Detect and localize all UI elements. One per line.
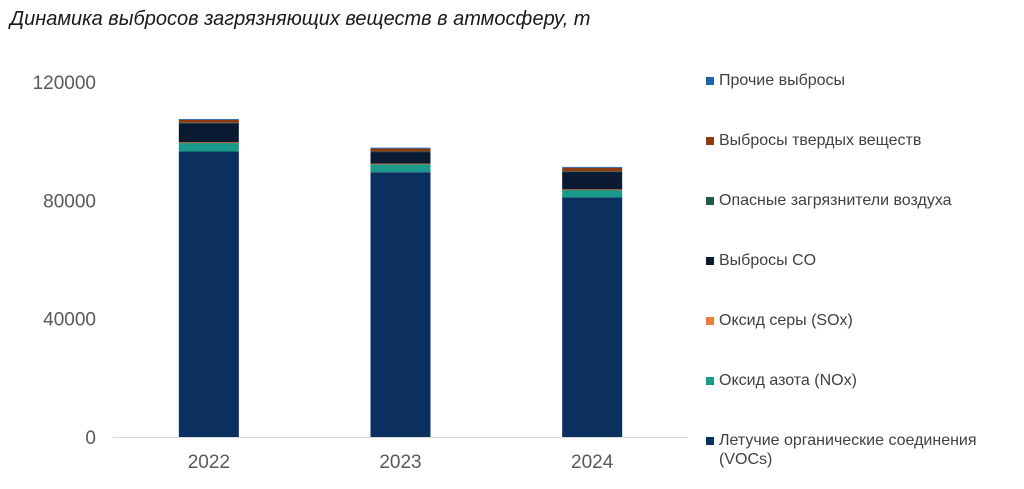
bar-segment-2023-series-2 <box>370 163 431 165</box>
bar-segment-2022-series-0 <box>178 151 239 438</box>
legend-item: Выбросы твердых веществ <box>706 131 1019 150</box>
x-tick-label: 2022 <box>188 452 230 473</box>
legend-item: Опасные загрязнители воздуха <box>706 191 1019 210</box>
legend-label: Прочие выбросы <box>719 72 846 89</box>
bar-segment-2024-series-0 <box>562 197 623 437</box>
legend-item: Прочие выбросы <box>706 71 1019 90</box>
legend-label: Оксид азота (NOx) <box>719 372 857 389</box>
bar-segment-2022-series-5 <box>178 119 239 123</box>
bar-segment-2022-series-3 <box>178 123 239 143</box>
bar-segment-2024-series-6 <box>562 166 623 168</box>
bar-segment-2023-series-6 <box>370 147 431 149</box>
legend-label: Оксид серы (SOx) <box>719 312 853 329</box>
legend-swatch <box>706 377 714 385</box>
chart-title: Динамика выбросов загрязняющих веществ в… <box>10 8 591 30</box>
legend-label: Опасные загрязнители воздуха <box>719 192 952 209</box>
legend-label: Летучие органические соединения (VOCs) <box>719 432 977 468</box>
bar-segment-2022-series-1 <box>178 142 239 152</box>
bar-segment-2022-series-4 <box>178 122 239 124</box>
legend-item: Оксид азота (NOx) <box>706 371 1019 390</box>
y-tick-label: 40000 <box>43 310 96 331</box>
bar-segment-2023-series-3 <box>370 151 431 164</box>
y-tick-label: 120000 <box>33 73 96 94</box>
legend-swatch <box>706 257 714 265</box>
bar-segment-2023-series-0 <box>370 172 431 437</box>
x-tick-label: 2024 <box>571 452 614 473</box>
bar-segment-2023-series-4 <box>370 151 431 153</box>
legend-item: Оксид серы (SOx) <box>706 311 1019 330</box>
bar-segment-2024-series-5 <box>562 167 623 172</box>
legend-item: Выбросы CO <box>706 251 1019 270</box>
bar-segment-2024-series-4 <box>562 171 623 173</box>
legend-item: Летучие органические соединения (VOCs) <box>706 431 1019 469</box>
bar-segment-2024-series-2 <box>562 189 623 191</box>
legend-swatch <box>706 437 714 445</box>
legend-label: Выбросы CO <box>719 252 817 269</box>
y-tick-label: 0 <box>85 428 96 449</box>
x-tick-label: 2023 <box>379 452 421 473</box>
legend-swatch <box>706 197 714 205</box>
legend-swatch <box>706 317 714 325</box>
bar-segment-2023-series-1 <box>370 163 431 173</box>
legend-label: Выбросы твердых веществ <box>719 132 922 149</box>
bar-segment-2024-series-3 <box>562 171 623 190</box>
y-tick-label: 80000 <box>43 191 96 212</box>
legend-swatch <box>706 137 714 145</box>
bar-segment-2024-series-1 <box>562 189 623 198</box>
legend-swatch <box>706 77 714 85</box>
bar-segment-2022-series-2 <box>178 142 239 144</box>
bar-segment-2023-series-5 <box>370 148 431 152</box>
bar-segment-2022-series-6 <box>178 118 239 120</box>
